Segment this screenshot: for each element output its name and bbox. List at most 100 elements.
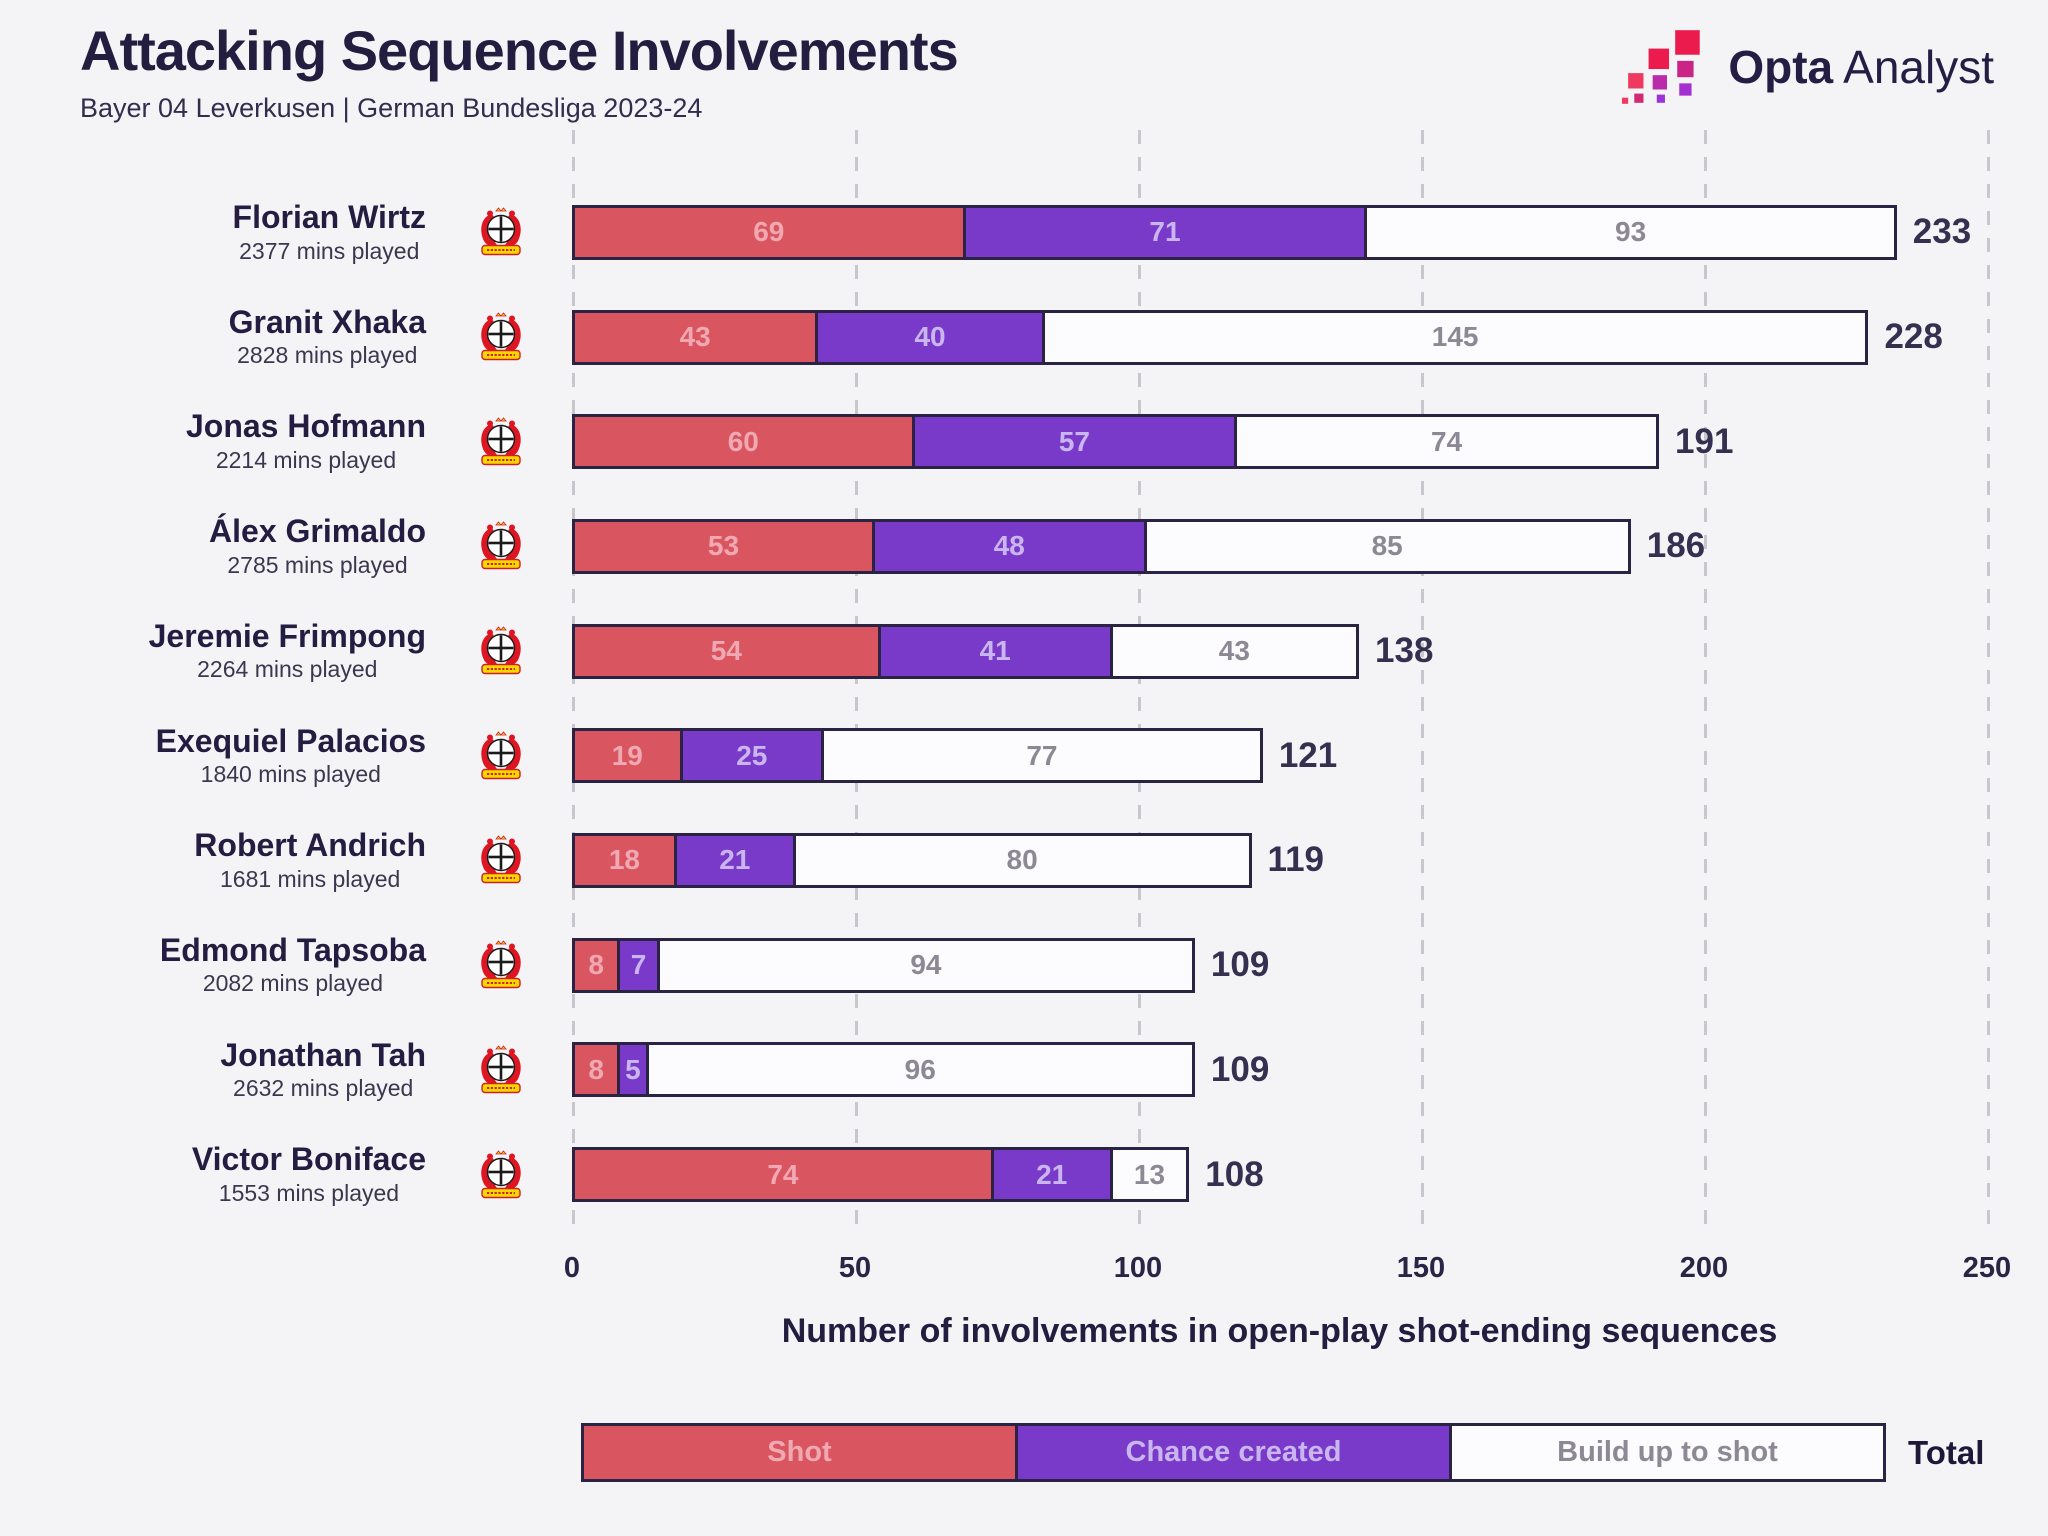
- bar-stack: 8 7 94: [572, 937, 1195, 993]
- player-name: Victor Boniface: [191, 1141, 426, 1178]
- total-value: 108: [1205, 1154, 1264, 1194]
- bar-segment-chance-created: 71: [965, 207, 1368, 257]
- bar-stack: 18 21 80: [572, 832, 1252, 888]
- bayer-leverkusen-crest-icon: [481, 1045, 521, 1094]
- bar-segment-build-up-to-shot: 85: [1146, 521, 1628, 571]
- player-mins: 2632 mins played: [233, 1075, 414, 1102]
- player-name: Jonas Hofmann: [185, 408, 426, 445]
- segment-value: 96: [904, 1053, 936, 1085]
- x-tick-label: 0: [563, 1252, 581, 1284]
- player-label: Robert Andrich 1681 mins played: [80, 828, 430, 893]
- legend-label: Chance created: [1125, 1436, 1342, 1468]
- bar-segment-shot: 8: [575, 1045, 621, 1095]
- gridline: [1421, 130, 1424, 1237]
- bar-segment-shot: 19: [575, 731, 683, 781]
- bar-segment-chance-created: 5: [620, 1045, 649, 1095]
- total-value: 109: [1210, 945, 1270, 985]
- crest-cell: [478, 207, 524, 257]
- player-mins: 2214 mins played: [215, 446, 397, 473]
- segment-value: 5: [625, 1053, 641, 1085]
- player-label: Edmond Tapsoba 2082 mins played: [80, 933, 430, 998]
- stacked-bar-chart: Florian Wirtz 2377 mins played 69 71 93 23…: [0, 130, 2048, 1237]
- player-label: Jonathan Tah 2632 mins played: [80, 1038, 430, 1103]
- x-axis-title: Number of involvements in open-play shot…: [781, 1312, 1778, 1350]
- player-label: Exequiel Palacios 1840 mins played: [80, 723, 430, 789]
- segment-value: 43: [679, 321, 711, 353]
- x-tick-label: 200: [1679, 1252, 1729, 1284]
- crest-cell: [478, 1149, 524, 1200]
- player-row: Álex Grimaldo 2785 mins played 53 48 85 18…: [80, 494, 2048, 599]
- bar-segment-chance-created: 57: [914, 417, 1238, 467]
- legend: Shot Chance created Build up to shot Total: [581, 1423, 1984, 1482]
- bar-track: 54 41 43 138: [572, 623, 2048, 679]
- crest-cell: [478, 835, 524, 885]
- bar-segment-chance-created: 48: [874, 521, 1147, 571]
- player-mins: 1681 mins played: [220, 865, 401, 892]
- segment-value: 80: [1006, 844, 1038, 876]
- segment-value: 8: [588, 949, 604, 981]
- player-label: Jeremie Frimpong 2264 mins played: [80, 619, 430, 684]
- segment-value: 40: [914, 321, 946, 353]
- crest-cell: [478, 417, 524, 467]
- player-mins: 2377 mins played: [239, 237, 420, 264]
- segment-value: 94: [910, 949, 942, 981]
- x-tick-label: 150: [1396, 1252, 1446, 1284]
- player-label: Álex Grimaldo 2785 mins played: [80, 514, 430, 579]
- opta-analyst-logo: Opta Analyst: [1622, 30, 1994, 104]
- crest-cell: [478, 940, 524, 990]
- player-row: Jonas Hofmann 2214 mins played 60 57 74 19…: [80, 389, 2048, 494]
- total-value: 191: [1675, 421, 1734, 461]
- bar-track: 8 5 96 109: [572, 1042, 2048, 1098]
- player-mins: 1553 mins played: [218, 1179, 400, 1206]
- bar-segment-shot: 69: [575, 207, 966, 257]
- segment-value: 57: [1058, 425, 1090, 457]
- bar-segment-build-up-to-shot: 43: [1112, 626, 1357, 676]
- player-mins: 2785 mins played: [227, 551, 408, 578]
- player-mins: 2082 mins played: [202, 970, 384, 997]
- player-row: Granit Xhaka 2828 mins played 43 40 145 22…: [80, 285, 2048, 390]
- segment-value: 25: [736, 739, 768, 771]
- gridline: [1987, 130, 1990, 1237]
- gridline: [572, 130, 575, 1237]
- segment-value: 18: [608, 844, 641, 876]
- legend-label: Build up to shot: [1557, 1436, 1778, 1468]
- legend-item-shot: Shot: [581, 1423, 1018, 1482]
- bar-segment-chance-created: 21: [993, 1150, 1113, 1200]
- brand-name-opta: Opta: [1728, 41, 1834, 93]
- bayer-leverkusen-crest-icon: [481, 940, 521, 989]
- player-row: Jeremie Frimpong 2264 mins played 54 41 43…: [80, 599, 2048, 704]
- x-tick-label: 250: [1962, 1252, 2012, 1284]
- player-name: Jeremie Frimpong: [148, 617, 426, 654]
- bayer-leverkusen-crest-icon: [481, 207, 521, 256]
- legend-item-build-up-to-shot: Build up to shot: [1449, 1423, 1886, 1482]
- player-row: Florian Wirtz 2377 mins played 69 71 93 23…: [80, 180, 2048, 285]
- gridline: [855, 130, 858, 1237]
- segment-value: 69: [753, 216, 785, 248]
- bar-segment-build-up-to-shot: 145: [1044, 312, 1866, 362]
- bar-stack: 53 48 85: [572, 518, 1631, 574]
- total-value: 186: [1646, 526, 1706, 566]
- gridlines: [0, 130, 2048, 1237]
- page-subtitle: Bayer 04 Leverkusen | German Bundesliga …: [80, 93, 703, 123]
- total-value: 109: [1210, 1049, 1270, 1089]
- segment-value: 77: [1026, 739, 1058, 771]
- bar-segment-build-up-to-shot: 96: [648, 1045, 1192, 1095]
- player-name: Granit Xhaka: [228, 303, 426, 340]
- crest-cell: [478, 626, 524, 676]
- player-name: Florian Wirtz: [232, 199, 426, 236]
- bar-stack: 54 41 43: [572, 623, 1360, 679]
- segment-value: 19: [611, 739, 643, 771]
- segment-value: 74: [767, 1158, 799, 1190]
- chart-rows: Florian Wirtz 2377 mins played 69 71 93 23…: [0, 180, 2048, 1227]
- bar-segment-build-up-to-shot: 13: [1112, 1150, 1187, 1200]
- bar-segment-build-up-to-shot: 94: [659, 940, 1192, 990]
- segment-value: 41: [979, 635, 1011, 667]
- player-name: Edmond Tapsoba: [159, 931, 426, 968]
- bayer-leverkusen-crest-icon: [481, 626, 521, 675]
- bar-segment-shot: 8: [575, 940, 621, 990]
- bar-stack: 69 71 93: [572, 204, 1897, 260]
- bar-segment-build-up-to-shot: 93: [1367, 207, 1894, 257]
- x-axis: 0 50 100 150 200 250: [0, 1252, 2048, 1292]
- player-mins: 2828 mins played: [237, 342, 418, 369]
- player-row: Victor Boniface 1553 mins played 74 21 13 …: [80, 1122, 2048, 1227]
